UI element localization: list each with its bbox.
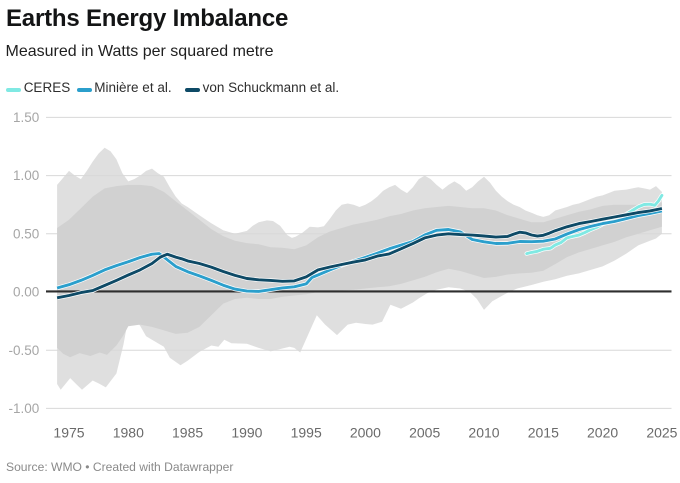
- svg-text:1.50: 1.50: [13, 110, 39, 125]
- svg-text:2000: 2000: [350, 425, 381, 441]
- svg-text:2020: 2020: [587, 425, 618, 441]
- svg-text:2005: 2005: [409, 425, 440, 441]
- svg-text:2025: 2025: [646, 425, 677, 441]
- svg-text:1995: 1995: [291, 425, 322, 441]
- svg-text:1985: 1985: [172, 425, 203, 441]
- svg-text:-1.00: -1.00: [9, 401, 40, 416]
- svg-text:1990: 1990: [231, 425, 262, 441]
- svg-text:-0.50: -0.50: [9, 343, 40, 358]
- svg-text:2015: 2015: [528, 425, 559, 441]
- svg-text:0.50: 0.50: [13, 226, 39, 241]
- svg-text:1980: 1980: [113, 425, 144, 441]
- svg-text:0.00: 0.00: [13, 285, 39, 300]
- svg-text:1975: 1975: [53, 425, 84, 441]
- svg-text:1.00: 1.00: [13, 168, 39, 183]
- svg-text:2010: 2010: [468, 425, 499, 441]
